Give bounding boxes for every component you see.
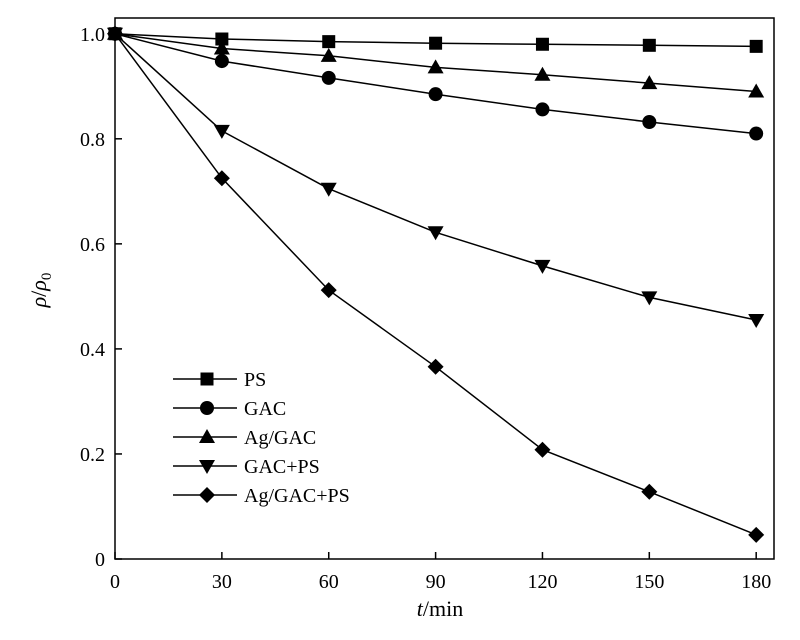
data-point-ps: [215, 32, 229, 46]
axis-ticks: 0 30 60 90 120 150 180 0 0.2 0.4 0.6 0.8 1.0: [80, 24, 771, 593]
x-tick-label: 30: [212, 571, 232, 593]
data-point-ag-gac-ps: [641, 483, 658, 500]
legend-label: GAC: [244, 398, 286, 420]
data-point-ag-gac: [748, 83, 765, 98]
data-point-gac-ps: [748, 314, 765, 329]
data-point-gac-ps: [641, 291, 658, 306]
legend-marker: [200, 372, 214, 386]
y-axis-label-slash: /: [26, 290, 51, 297]
data-point-gac-ps: [213, 124, 230, 139]
series-ag-gac: [107, 25, 765, 98]
data-point-ag-gac: [641, 75, 658, 90]
x-tick-label: 90: [426, 571, 446, 593]
x-tick-label: 120: [527, 571, 557, 593]
plot-frame: [114, 17, 775, 560]
x-tick-label: 150: [634, 571, 664, 593]
data-point-gac: [214, 54, 229, 69]
y-tick-label: 0.8: [80, 129, 105, 151]
x-tick-label: 0: [110, 571, 120, 593]
legend-entry-gac: GAC: [173, 398, 286, 420]
legend: PS GAC Ag/GAC GAC+PS Ag/GAC+PS: [173, 369, 350, 507]
data-point-ag-gac-ps: [427, 358, 444, 375]
series-ps: [108, 27, 763, 53]
x-axis-label-unit: /min: [423, 596, 463, 621]
y-tick-label: 0.4: [80, 339, 105, 361]
y-tick-label: 0.2: [80, 444, 105, 466]
series-line-ag-gac-ps: [114, 33, 757, 536]
legend-marker: [199, 460, 215, 474]
y-axis-label: ρ/ρ0: [26, 273, 55, 309]
data-point-ag-gac: [213, 40, 230, 55]
data-point-ag-gac: [427, 59, 444, 74]
y-tick-label: 1.0: [80, 24, 105, 46]
series-layer: [107, 25, 765, 543]
data-point-ps: [322, 35, 336, 49]
y-axis-label-rho: ρ: [26, 297, 51, 309]
data-point-ps: [535, 37, 549, 51]
x-axis-label-var: t: [417, 596, 424, 621]
legend-label: Ag/GAC: [244, 427, 316, 449]
data-point-gac: [428, 87, 443, 102]
y-axis-label-subscript: 0: [39, 273, 55, 281]
data-point-ag-gac-ps: [107, 25, 123, 42]
legend-marker: [200, 401, 214, 415]
data-point-gac: [642, 114, 657, 129]
y-tick-label: 0: [95, 549, 105, 571]
data-point-ps: [642, 38, 656, 52]
data-point-gac-ps: [320, 182, 337, 197]
data-point-ag-gac: [534, 66, 551, 81]
legend-entry-gac-ps: GAC+PS: [173, 456, 320, 478]
data-point-ps: [749, 39, 763, 53]
data-point-gac: [535, 102, 550, 117]
legend-entry-ps: PS: [173, 369, 266, 391]
data-point-ps: [429, 36, 443, 50]
series-ag-gac-ps: [107, 25, 765, 543]
data-point-gac-ps: [427, 226, 444, 241]
legend-entry-ag-gac-ps: Ag/GAC+PS: [173, 485, 350, 507]
legend-label: Ag/GAC+PS: [244, 485, 350, 507]
legend-label: PS: [244, 369, 266, 391]
y-tick-label: 0.6: [80, 234, 105, 256]
data-point-ag-gac-ps: [320, 282, 337, 299]
data-point-gac: [749, 126, 764, 141]
y-axis-label-rho0: ρ: [26, 280, 51, 292]
data-point-gac: [321, 70, 336, 85]
data-point-ag-gac-ps: [213, 170, 230, 187]
legend-entry-ag-gac: Ag/GAC: [173, 427, 316, 449]
x-axis-label: t/min: [417, 596, 463, 621]
legend-label: GAC+PS: [244, 456, 320, 478]
x-tick-label: 180: [741, 571, 771, 593]
data-point-ag-gac-ps: [534, 441, 551, 458]
data-point-ag-gac: [320, 47, 337, 62]
legend-marker: [199, 429, 215, 443]
data-point-ag-gac-ps: [748, 526, 765, 543]
x-tick-label: 60: [319, 571, 339, 593]
series-gac: [108, 26, 764, 141]
legend-marker: [199, 487, 215, 503]
series-line-gac-ps: [114, 33, 757, 321]
data-point-gac-ps: [534, 259, 551, 274]
